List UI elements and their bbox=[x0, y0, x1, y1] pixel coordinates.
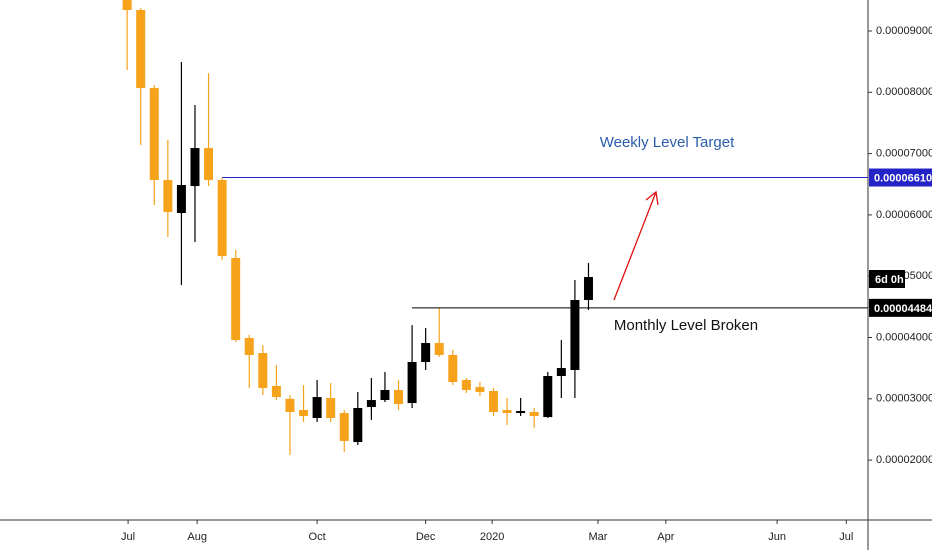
candle-body bbox=[543, 376, 553, 418]
x-tick-label: Apr bbox=[657, 531, 674, 543]
candle-body bbox=[299, 410, 309, 416]
y-tick-label: 0.00003000 bbox=[876, 393, 932, 405]
y-tick-label: 0.00008000 bbox=[876, 86, 932, 98]
candle-body bbox=[556, 368, 566, 377]
price-tag-label: 0.00004484 bbox=[874, 303, 932, 315]
candle-body bbox=[380, 389, 390, 401]
y-tick-label: 0.00006000 bbox=[876, 209, 932, 221]
candle-body bbox=[502, 410, 512, 414]
candle-body bbox=[448, 354, 458, 383]
level-annotation: Monthly Level Broken bbox=[614, 317, 758, 334]
candle-body bbox=[461, 379, 471, 390]
candle-body bbox=[204, 148, 214, 181]
candle-body bbox=[163, 180, 173, 213]
x-tick-label: Jun bbox=[768, 531, 786, 543]
candle-body bbox=[529, 411, 539, 416]
candle-body bbox=[326, 398, 336, 418]
candle-body bbox=[149, 88, 159, 181]
candle-body bbox=[516, 411, 526, 414]
candle-body bbox=[217, 180, 227, 256]
y-tick-label: 0.00002000 bbox=[876, 454, 932, 466]
y-tick-label: 0.00007000 bbox=[876, 148, 932, 160]
countdown-tag bbox=[869, 270, 905, 288]
price-tag bbox=[869, 168, 932, 187]
price-tag bbox=[869, 298, 932, 317]
x-tick-label: Oct bbox=[309, 531, 326, 543]
candle-body bbox=[366, 400, 376, 408]
candle-body bbox=[353, 408, 363, 443]
candle-body bbox=[258, 353, 268, 389]
candle-body bbox=[339, 413, 349, 441]
y-tick-label: 0.00009000 bbox=[876, 25, 932, 37]
y-tick-label: 0.00004000 bbox=[876, 331, 932, 343]
price-tag-label: 0.00006610 bbox=[874, 172, 932, 184]
x-tick-label: Mar bbox=[589, 531, 608, 543]
candle-body bbox=[570, 299, 580, 371]
countdown-label: 6d 0h bbox=[875, 274, 904, 286]
candle-body bbox=[434, 343, 444, 355]
candle-body bbox=[122, 0, 132, 10]
candle-body bbox=[312, 397, 322, 418]
candle-body bbox=[407, 362, 417, 404]
candle-body bbox=[190, 148, 200, 187]
target-arrow bbox=[613, 190, 659, 301]
candle-body bbox=[394, 389, 404, 405]
candle-body bbox=[421, 343, 431, 363]
x-tick-label: Jul bbox=[839, 531, 853, 543]
candle-body bbox=[176, 185, 186, 214]
candle-body bbox=[231, 258, 241, 341]
candle-body bbox=[271, 386, 281, 398]
x-tick-label: Aug bbox=[187, 531, 207, 543]
candle-body bbox=[136, 9, 146, 89]
x-tick-label: Dec bbox=[416, 531, 436, 543]
x-tick-label: 2020 bbox=[480, 531, 504, 543]
candle-body bbox=[583, 277, 593, 300]
x-tick-label: Jul bbox=[121, 531, 135, 543]
candle-body bbox=[244, 338, 254, 355]
candle-body bbox=[285, 398, 295, 412]
candle-body bbox=[488, 391, 498, 412]
candle-body bbox=[475, 387, 485, 393]
level-annotation: Weekly Level Target bbox=[600, 134, 735, 151]
